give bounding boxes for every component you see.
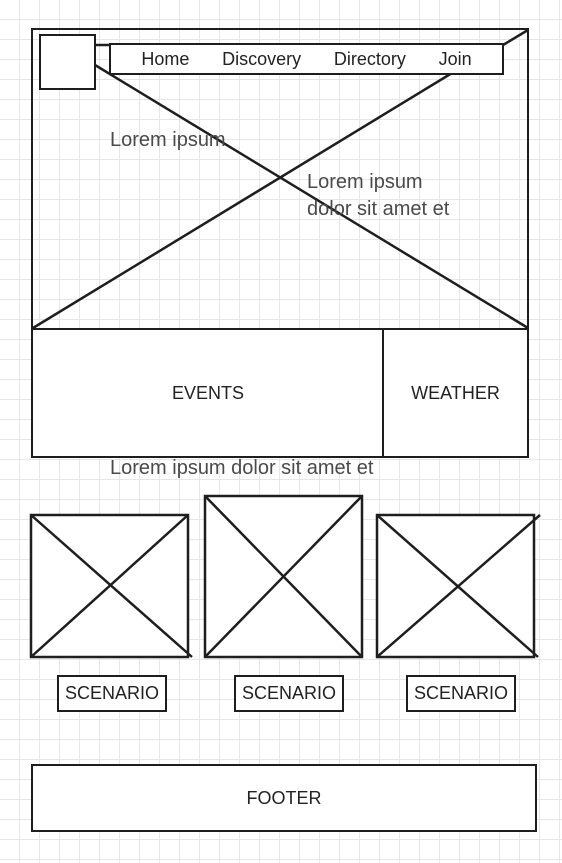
scenario-label-2[interactable]: SCENARIO [234, 675, 344, 712]
hero-text-right-line-2: dolor sit amet et [307, 198, 450, 220]
weather-panel[interactable]: WEATHER [382, 328, 529, 458]
scenario-image-2 [203, 494, 364, 659]
section-caption: Lorem ipsum dolor sit amet et [110, 457, 374, 479]
hero-text-left: Lorem ipsum [110, 129, 226, 151]
scenario-label-3[interactable]: SCENARIO [406, 675, 516, 712]
hero-text-right: Lorem ipsum dolor sit amet et [307, 169, 449, 223]
events-label: EVENTS [171, 382, 245, 403]
scenario-label-1[interactable]: SCENARIO [57, 675, 167, 712]
nav-item-join[interactable]: Join [438, 48, 472, 69]
footer: FOOTER [31, 764, 537, 832]
nav-bar: Home Discovery Directory Join [109, 43, 504, 75]
scenario-label-1-text: SCENARIO [64, 683, 160, 703]
events-panel[interactable]: EVENTS [31, 328, 385, 458]
scenario-label-2-text: SCENARIO [241, 683, 337, 703]
nav-item-home[interactable]: Home [141, 48, 190, 69]
scenario-image-1 [29, 513, 193, 659]
scenario-image-3 [375, 513, 541, 659]
scenario-label-3-text: SCENARIO [413, 683, 509, 703]
logo-placeholder[interactable] [39, 34, 96, 90]
nav-item-discovery[interactable]: Discovery [222, 48, 302, 69]
nav-item-directory[interactable]: Directory [333, 48, 406, 69]
weather-label: WEATHER [411, 382, 500, 403]
footer-label: FOOTER [246, 787, 322, 808]
hero-text-right-line-1: Lorem ipsum [307, 171, 423, 193]
